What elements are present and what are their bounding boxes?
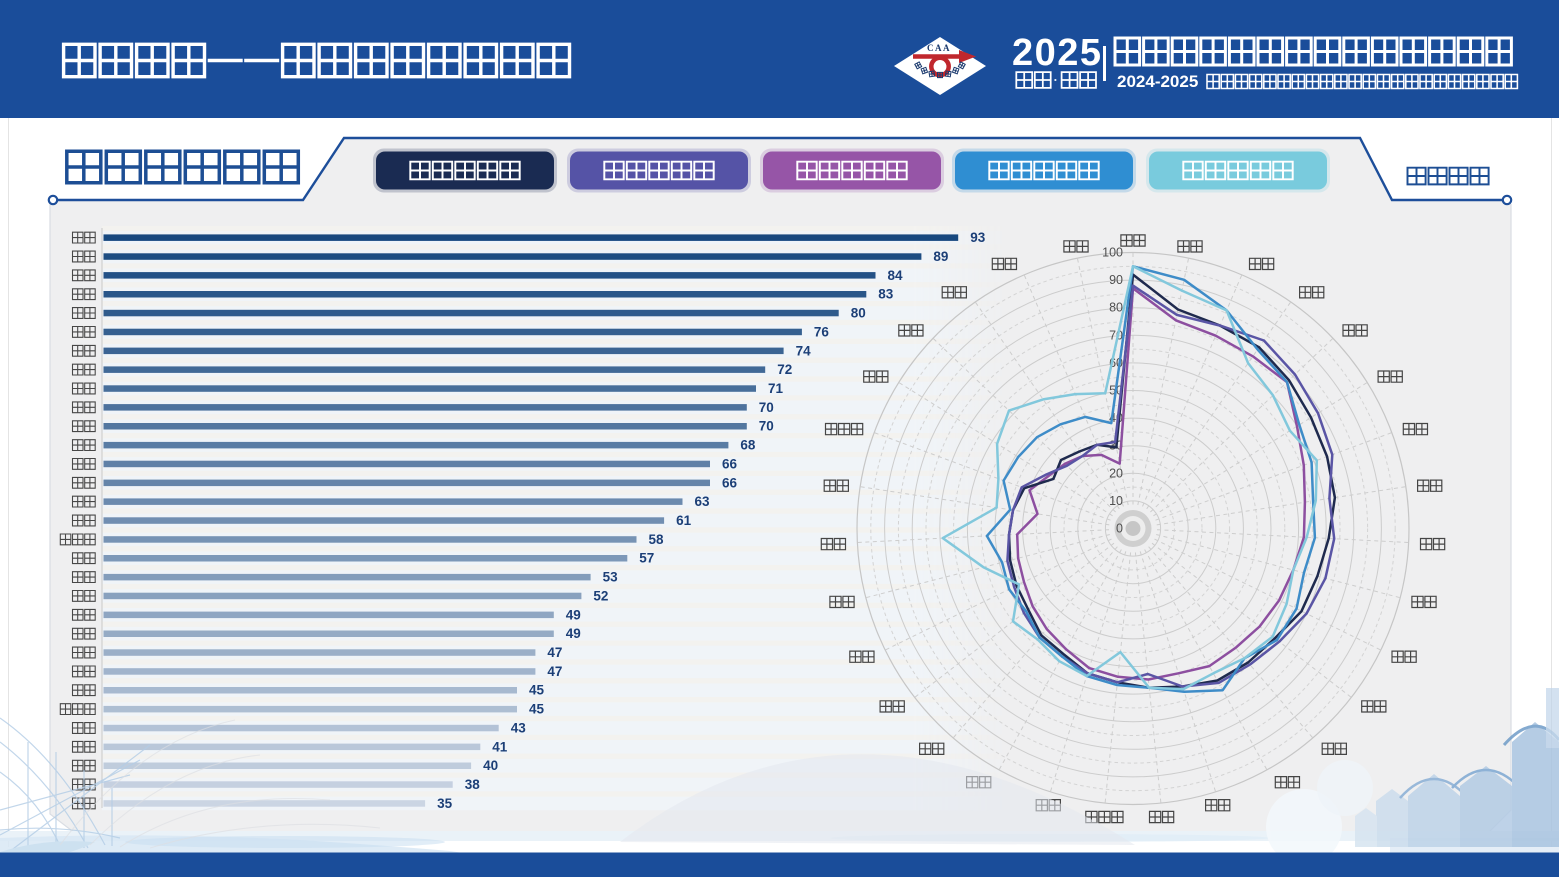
svg-text:2025: 2025: [1012, 32, 1103, 74]
svg-text:53: 53: [603, 570, 619, 585]
svg-text:68: 68: [740, 438, 756, 453]
svg-text:0: 0: [1116, 522, 1123, 536]
svg-text:74: 74: [796, 343, 812, 358]
svg-text:41: 41: [492, 739, 508, 754]
svg-text:43: 43: [511, 721, 527, 736]
svg-text:45: 45: [529, 702, 545, 717]
svg-text:40: 40: [483, 758, 498, 773]
svg-text:49: 49: [566, 626, 581, 641]
svg-text:CAA: CAA: [927, 43, 951, 53]
svg-text:71: 71: [768, 381, 784, 396]
svg-text:80: 80: [851, 306, 866, 321]
svg-text:38: 38: [465, 777, 481, 792]
svg-text:80: 80: [1109, 301, 1123, 315]
svg-text:66: 66: [722, 456, 738, 471]
svg-text:84: 84: [888, 268, 904, 283]
svg-text:2024-2025: 2024-2025: [1117, 72, 1198, 91]
svg-text:100: 100: [1102, 246, 1123, 260]
svg-text:89: 89: [933, 249, 948, 264]
svg-text:83: 83: [878, 287, 894, 302]
svg-text:49: 49: [566, 607, 581, 622]
svg-text:76: 76: [814, 324, 830, 339]
svg-text:35: 35: [437, 796, 453, 811]
svg-text:72: 72: [777, 362, 792, 377]
svg-text:45: 45: [529, 683, 545, 698]
svg-text:93: 93: [970, 230, 986, 245]
svg-text:70: 70: [759, 419, 774, 434]
svg-text:58: 58: [649, 532, 665, 547]
svg-text:70: 70: [759, 400, 774, 415]
svg-text:52: 52: [593, 588, 608, 603]
svg-text:20: 20: [1109, 466, 1123, 480]
svg-text:61: 61: [676, 513, 692, 528]
svg-text:57: 57: [639, 551, 654, 566]
svg-text:63: 63: [695, 494, 711, 509]
svg-text:10: 10: [1109, 494, 1123, 508]
svg-text:47: 47: [547, 664, 562, 679]
svg-text:90: 90: [1109, 273, 1123, 287]
svg-text:66: 66: [722, 475, 738, 490]
svg-text:47: 47: [547, 645, 562, 660]
